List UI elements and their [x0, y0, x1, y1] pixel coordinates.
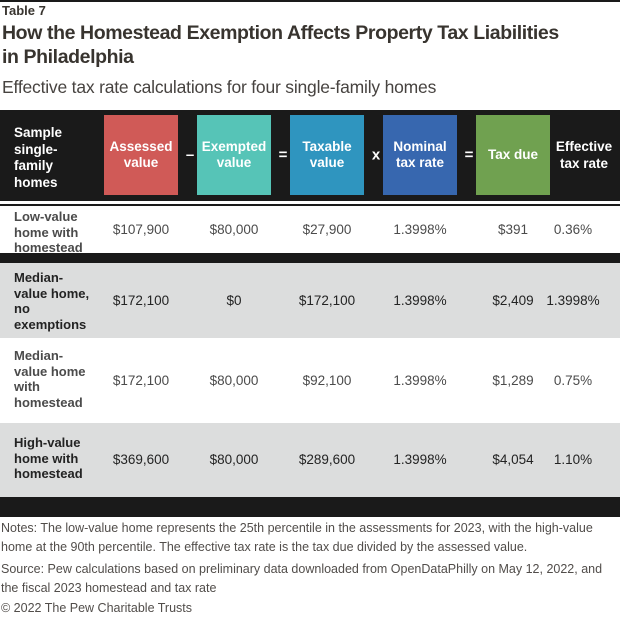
figure-title: How the Homestead Exemption Affects Prop… — [2, 21, 618, 69]
cell-tax-due: $1,289 — [492, 373, 534, 388]
cell-nominal-tax-rate: 1.3998% — [393, 222, 447, 237]
cell-effective-tax-rate: 1.3998% — [546, 293, 600, 308]
cell-taxable-value: $27,900 — [302, 222, 352, 237]
cell-nominal-tax-rate: 1.3998% — [393, 373, 447, 388]
equals-operator-2: = — [464, 146, 474, 164]
header-row-label: Sample single-family homes — [14, 125, 63, 190]
header-cell-assessed-value: Assessed value — [104, 115, 178, 195]
row-label: High-value home with homestead — [14, 435, 83, 481]
multiply-operator: x — [371, 146, 381, 164]
row-label: Low-value home with homestead — [14, 209, 83, 255]
header-divider-line — [0, 204, 620, 206]
minus-operator: – — [185, 146, 195, 164]
cell-exempted-value: $80,000 — [209, 222, 259, 237]
row-separator-band — [0, 253, 620, 263]
header-cell-tax-due: Tax due — [476, 115, 550, 195]
cell-assessed-value: $172,100 — [112, 293, 170, 308]
cell-exempted-value: $80,000 — [209, 373, 259, 388]
table-header-band: Sample single-family homes Assessed valu… — [0, 110, 620, 201]
table-row-high-value: High-value home with homestead $369,600 … — [0, 423, 620, 497]
cell-taxable-value: $289,600 — [298, 452, 356, 467]
equals-operator-1: = — [278, 146, 288, 164]
cell-exempted-value: $0 — [226, 293, 242, 308]
header-cell-nominal-tax-rate: Nominal tax rate — [383, 115, 457, 195]
cell-effective-tax-rate: 1.10% — [553, 452, 593, 467]
cell-tax-due: $2,409 — [492, 293, 534, 308]
cell-exempted-value: $80,000 — [209, 452, 259, 467]
cell-assessed-value: $369,600 — [112, 452, 170, 467]
cell-nominal-tax-rate: 1.3998% — [393, 293, 447, 308]
figure-title-line2: in Philadelphia — [2, 46, 134, 68]
cell-tax-due: $391 — [497, 222, 529, 237]
top-border-bar — [0, 0, 620, 2]
cell-taxable-value: $92,100 — [302, 373, 352, 388]
header-cell-taxable-value: Taxable value — [290, 115, 364, 195]
figure-title-line1: How the Homestead Exemption Affects Prop… — [2, 22, 559, 44]
row-label: Median-value home with homestead — [14, 348, 86, 410]
cell-assessed-value: $172,100 — [112, 373, 170, 388]
source-text: Source: Pew calculations based on prelim… — [1, 562, 603, 595]
copyright-text: © 2022 The Pew Charitable Trusts — [1, 601, 193, 615]
header-cell-exempted-value: Exempted value — [197, 115, 271, 195]
row-label: Median-value home, no exemptions — [14, 270, 90, 332]
cell-effective-tax-rate: 0.75% — [553, 373, 593, 388]
table-row-low-value: Low-value home with homestead $107,900 $… — [0, 206, 620, 255]
table-number-tag: Table 7 — [2, 3, 46, 18]
table-row-median-with-homestead: Median-value home with homestead $172,10… — [0, 338, 620, 423]
cell-nominal-tax-rate: 1.3998% — [393, 452, 447, 467]
footer-separator-band — [0, 497, 620, 517]
figure-subtitle: Effective tax rate calculations for four… — [2, 77, 437, 97]
cell-taxable-value: $172,100 — [298, 293, 356, 308]
cell-tax-due: $4,054 — [492, 452, 534, 467]
cell-assessed-value: $107,900 — [112, 222, 170, 237]
header-cell-effective-tax-rate: Effective tax rate — [555, 139, 613, 171]
cell-effective-tax-rate: 0.36% — [553, 222, 593, 237]
notes-text: Notes: The low-value home represents the… — [1, 521, 593, 554]
table-row-median-no-exemptions: Median-value home, no exemptions $172,10… — [0, 263, 620, 338]
